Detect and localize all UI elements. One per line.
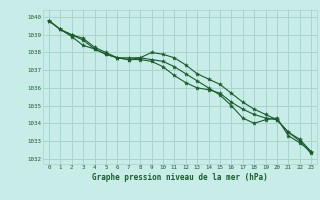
X-axis label: Graphe pression niveau de la mer (hPa): Graphe pression niveau de la mer (hPa) — [92, 173, 268, 182]
